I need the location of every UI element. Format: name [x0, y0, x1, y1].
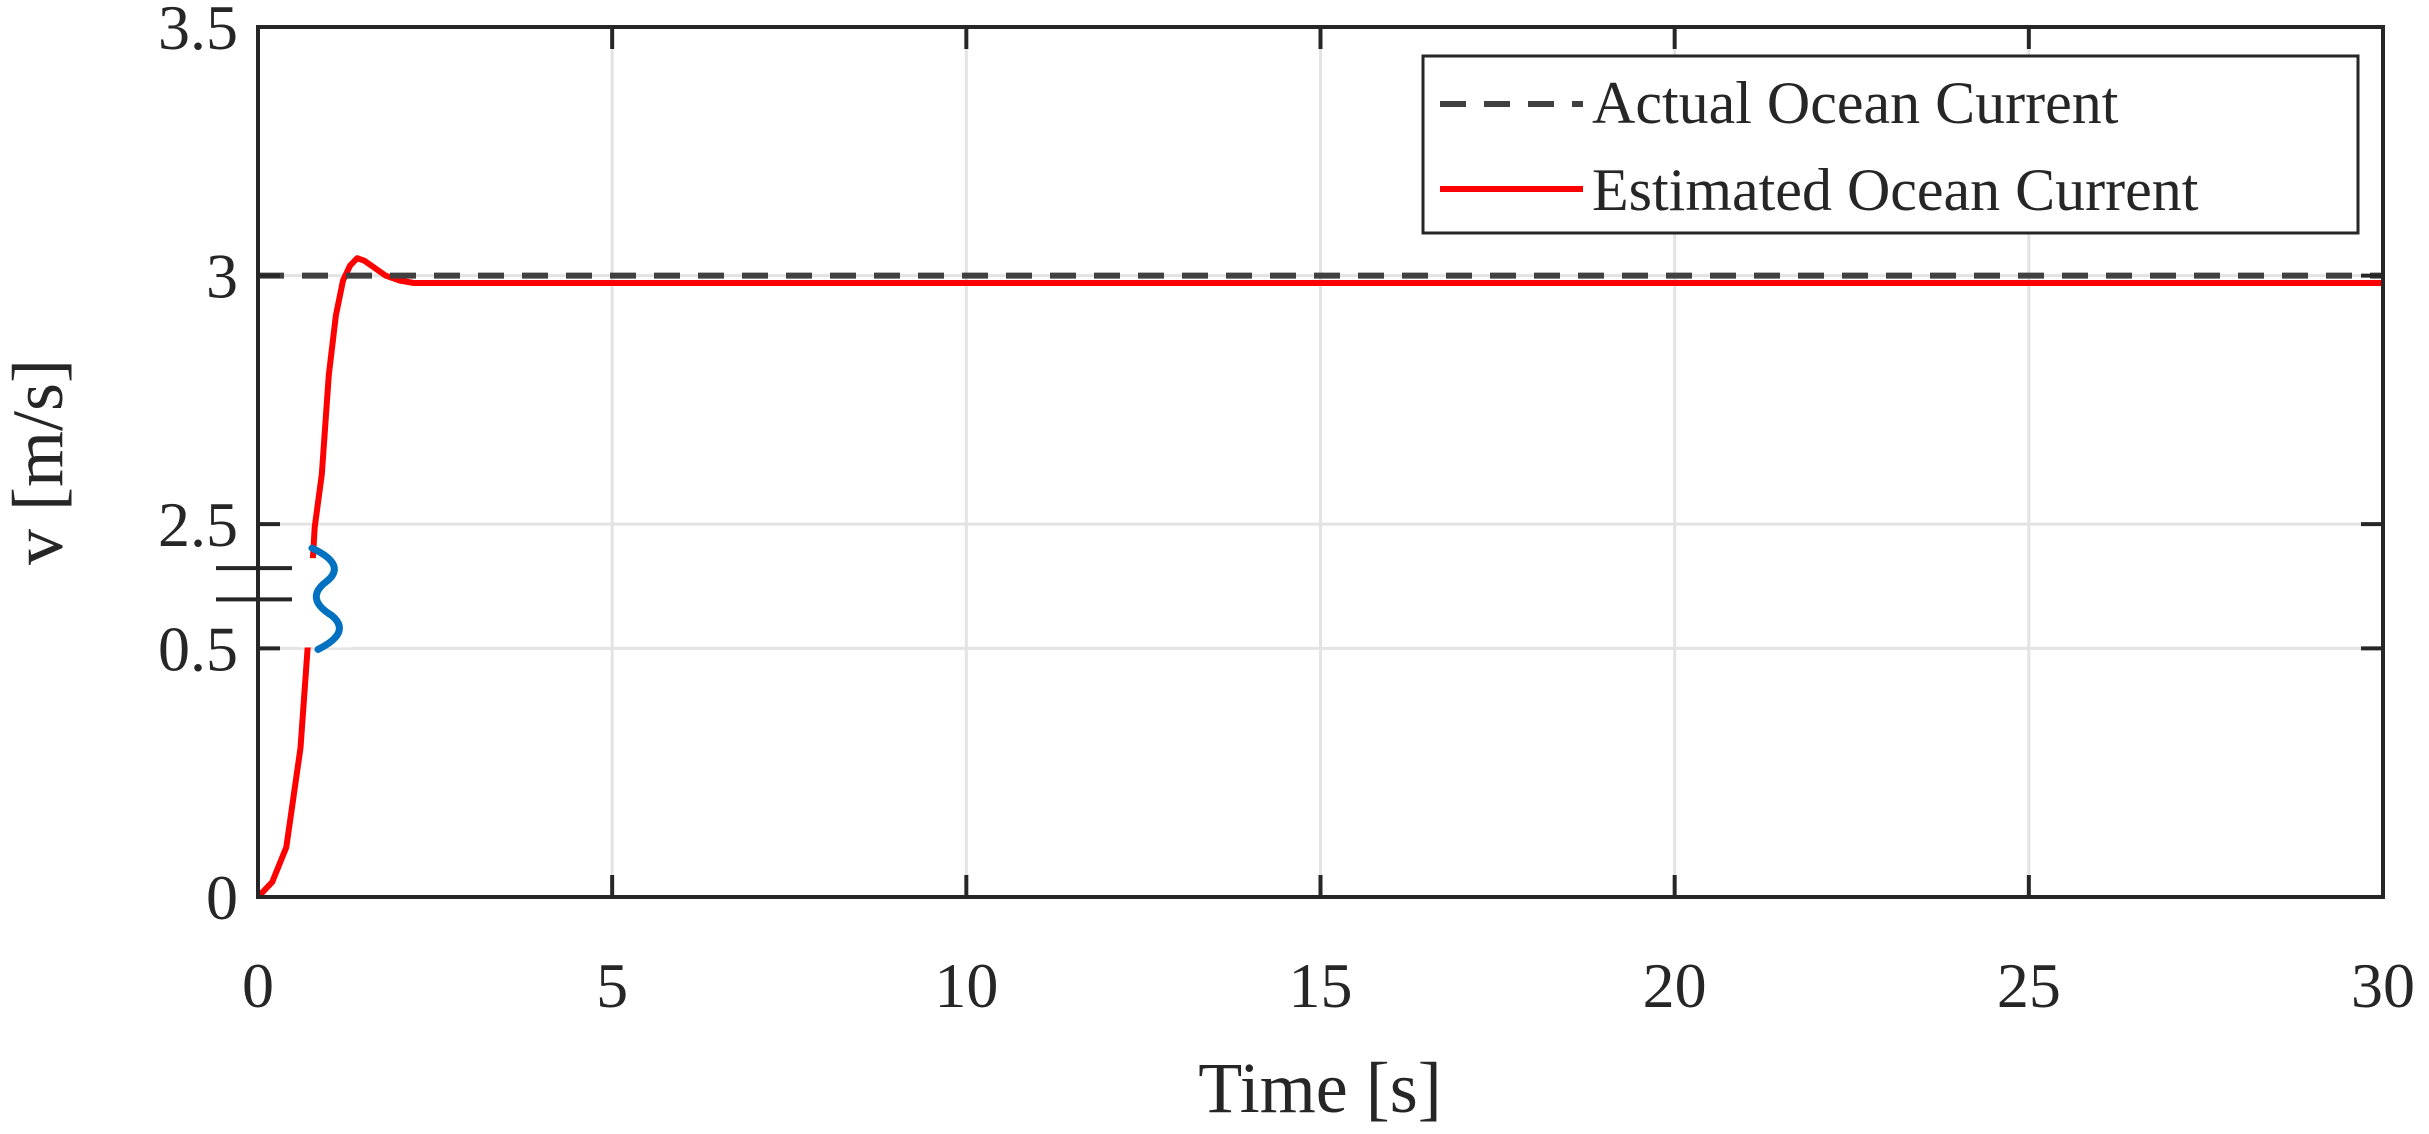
x-tick-label: 5 — [596, 950, 628, 1021]
break-gap — [300, 558, 352, 648]
x-tick-label: 25 — [1997, 950, 2061, 1021]
y-axis-label: v [m/s] — [0, 359, 78, 565]
x-tick-label: 0 — [242, 950, 274, 1021]
y-axis-break-marker — [216, 544, 352, 653]
y-tick-label: 2.5 — [158, 489, 238, 560]
legend-box — [1421, 54, 2360, 235]
axis-ticks — [256, 25, 2385, 899]
legend: Actual Ocean Current Estimated Ocean Cur… — [1421, 54, 2360, 235]
y-tick-label: 3.5 — [158, 0, 238, 63]
y-tick-label: 0 — [206, 862, 238, 933]
legend-label-actual: Actual Ocean Current — [1592, 70, 2119, 136]
legend-label-estimated: Estimated Ocean Current — [1592, 157, 2199, 223]
y-tick-label: 0.5 — [158, 613, 238, 684]
x-tick-label: 10 — [934, 950, 998, 1021]
tick-labels: 0 5 10 15 20 25 30 0 0.5 2.5 3 3.5 — [158, 0, 2415, 1021]
break-squiggle — [308, 544, 343, 653]
x-tick-label: 15 — [1289, 950, 1353, 1021]
y-tick-label: 3 — [206, 241, 238, 312]
x-tick-label: 20 — [1643, 950, 1707, 1021]
x-axis-label: Time [s] — [1198, 1048, 1441, 1128]
x-tick-label: 30 — [2351, 950, 2415, 1021]
